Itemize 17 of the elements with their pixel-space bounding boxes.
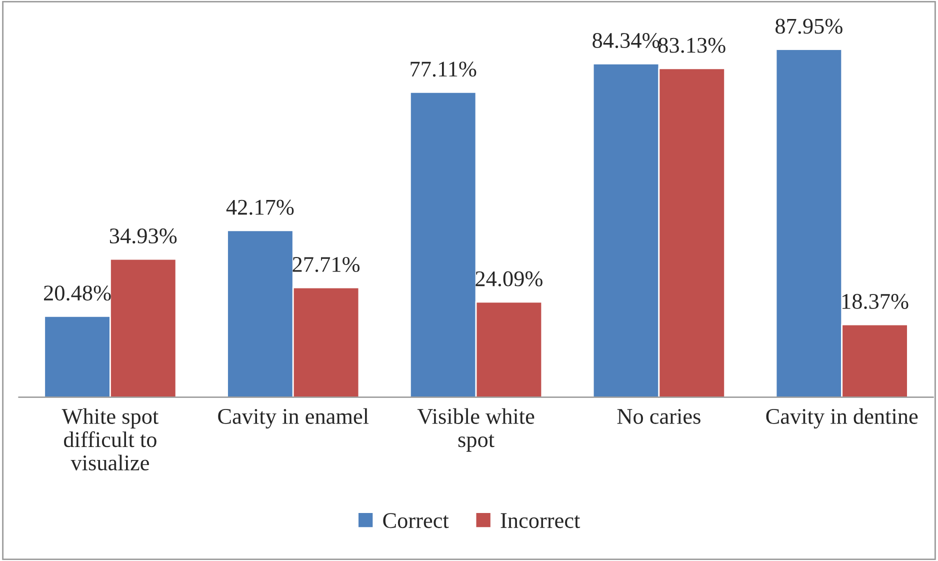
x-tick-label: Cavity in enamel	[218, 408, 369, 429]
x-tick-label: Visible white spot	[417, 408, 534, 452]
data-label: 18.37%	[842, 294, 908, 310]
data-label: 20.48%	[44, 286, 111, 301]
data-label: 27.71%	[292, 256, 360, 272]
data-label: 87.95%	[776, 18, 842, 34]
x-tick-label: White spot difficult to visualize	[62, 408, 159, 470]
data-label: 34.93%	[110, 228, 177, 244]
data-label: 84.34%	[592, 33, 660, 48]
data-label: 24.09%	[476, 271, 542, 286]
legend-label: Correct	[383, 513, 449, 528]
x-tick-label: Cavity in dentine	[766, 408, 918, 429]
data-label: 83.13%	[658, 38, 726, 53]
data-label: 42.17%	[226, 200, 294, 215]
data-label: 77.11%	[410, 62, 476, 77]
legend-label: Incorrect	[500, 513, 580, 528]
x-tick-label: No caries	[617, 409, 700, 424]
